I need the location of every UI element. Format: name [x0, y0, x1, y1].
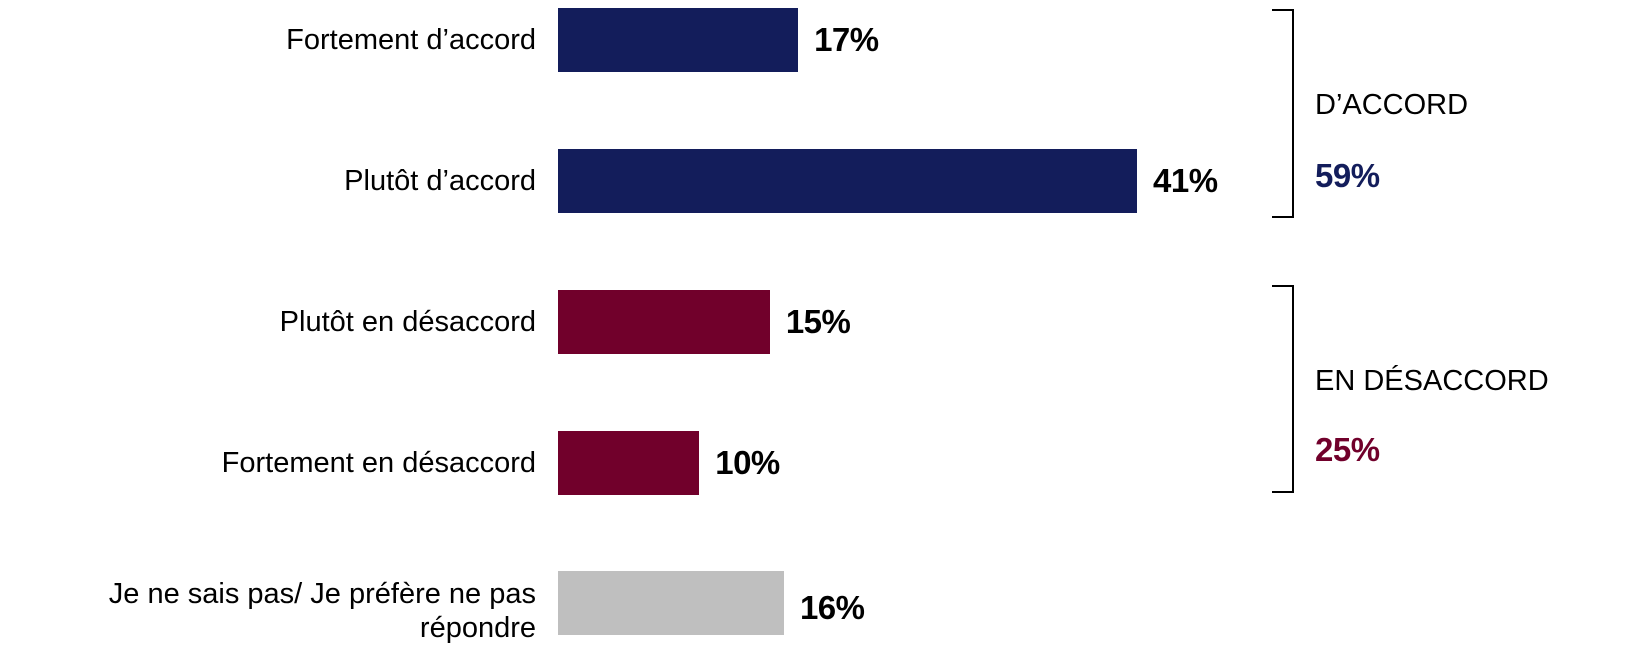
category-label: Plutôt en désaccord — [279, 306, 536, 338]
value-label: 16% — [799, 589, 865, 626]
group-total: 59% — [1315, 157, 1380, 194]
value-label: 10% — [715, 444, 780, 481]
group-bracket — [1272, 285, 1294, 493]
category-label: Je ne sais pas/ Je préfère ne pas répond… — [108, 578, 536, 644]
value-label: 17% — [814, 21, 879, 58]
value-label: 15% — [785, 303, 851, 340]
bar — [558, 290, 770, 354]
value-label: 41% — [1153, 162, 1218, 199]
bar — [558, 431, 700, 495]
bar — [558, 571, 784, 635]
group-total: 25% — [1315, 431, 1380, 468]
group-label: EN DÉSACCORD — [1315, 365, 1549, 397]
category-label: Fortement d’accord — [286, 24, 536, 56]
bar — [558, 8, 799, 72]
category-label: Fortement en désaccord — [221, 447, 536, 479]
group-label: D’ACCORD — [1315, 89, 1469, 121]
group-bracket — [1272, 9, 1294, 218]
bar — [558, 149, 1137, 213]
category-label: Plutôt d’accord — [344, 165, 536, 197]
